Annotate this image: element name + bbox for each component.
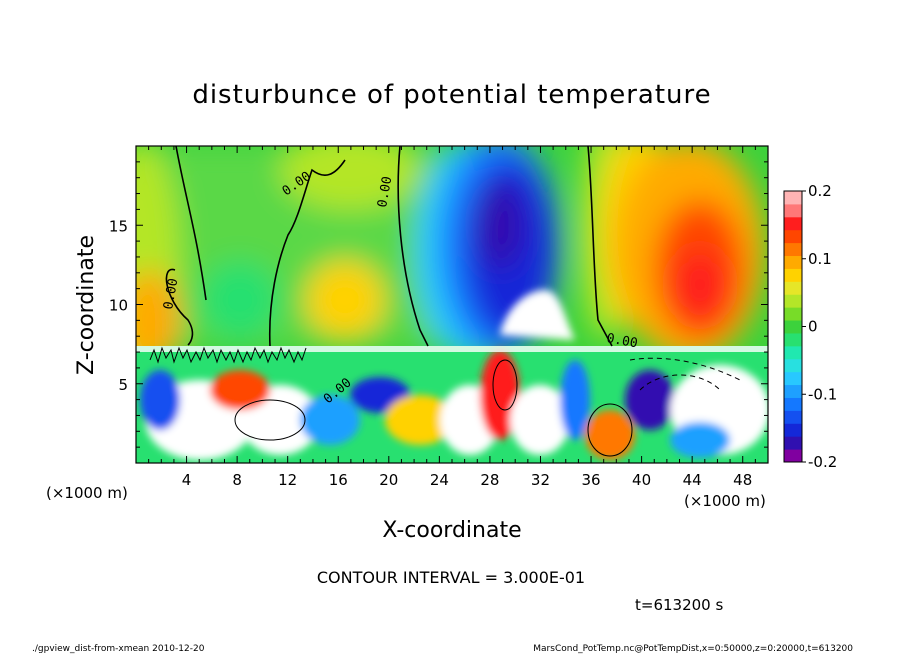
colorbar-swatch <box>784 216 802 231</box>
z-axis-label: Z-coordinate <box>74 235 99 375</box>
x-tick-label: 12 <box>278 471 297 489</box>
z-tick-label: 15 <box>109 217 128 235</box>
colorbar-swatch <box>784 281 802 295</box>
x-tick-label: 48 <box>733 471 752 489</box>
contour-label: 0.00 <box>375 175 395 208</box>
colorbar-tick-label: 0 <box>808 318 818 336</box>
z-tick-label: 5 <box>118 376 128 394</box>
contour-interval: CONTOUR INTERVAL = 3.000E-01 <box>317 568 585 587</box>
x-axis-unit: (×1000 m) <box>46 484 128 502</box>
x-tick-label: 40 <box>632 471 651 489</box>
x-tick-label: 16 <box>329 471 348 489</box>
colorbar-tick-label: -0.1 <box>808 385 837 403</box>
colorbar-tick-label: 0.1 <box>808 250 832 268</box>
x-tick-label: 36 <box>581 471 600 489</box>
colorbar-swatch <box>784 332 802 347</box>
colorbar-swatch <box>784 397 802 411</box>
x-tick-label: 24 <box>430 471 449 489</box>
footer-left: ./gpview_dist-from-xmean 2010-12-20 <box>32 644 205 654</box>
colorbar-swatch <box>784 268 802 282</box>
colorbar-swatch <box>784 358 802 373</box>
x-tick-label: 20 <box>379 471 398 489</box>
x-tick-label: 44 <box>683 471 702 489</box>
x-tick-label: 32 <box>531 471 550 489</box>
colorbar-swatch <box>784 307 802 321</box>
colorbar-tick-label: -0.2 <box>808 453 837 471</box>
z-axis: 5 10 15 <box>109 161 768 448</box>
colorbar-swatch <box>784 423 802 437</box>
colorbar-swatch <box>784 203 802 218</box>
colorbar-swatch <box>784 449 802 463</box>
x-tick-label: 28 <box>480 471 499 489</box>
x-tick-label: 8 <box>232 471 242 489</box>
colorbar-swatch <box>784 345 802 360</box>
colorbar-swatch <box>784 294 802 308</box>
colorbar-swatch <box>784 371 802 386</box>
colorbar-swatch <box>784 410 802 424</box>
colorbar-tick-label: 0.2 <box>808 182 832 200</box>
colorbar-swatch <box>784 242 802 257</box>
chart-title: disturbunce of potential temperature <box>192 80 711 110</box>
colorbar: 0.2 0.1 0 -0.1 -0.2 <box>783 182 837 471</box>
contour-label: 0.00 <box>605 331 638 351</box>
colorbar-swatch <box>784 191 802 205</box>
x-axis-label: X-coordinate <box>382 518 521 543</box>
contour-label: 0.00 <box>161 277 181 310</box>
colorbar-swatch <box>784 229 802 244</box>
footer-right: MarsCond_PotTemp.nc@PotTempDist,x=0:5000… <box>533 644 853 654</box>
colorbar-swatch <box>784 255 802 269</box>
heatmap-field: 0.00 0.00 0.00 0.00 0.00 <box>136 146 768 463</box>
x-tick-label: 4 <box>182 471 192 489</box>
z-tick-label: 10 <box>109 297 128 315</box>
colorbar-swatch <box>784 320 802 334</box>
z-axis-unit: (×1000 m) <box>684 492 766 510</box>
x-axis: 4 8 12 16 20 24 28 32 36 40 44 48 <box>148 146 756 489</box>
colorbar-swatch <box>784 436 802 450</box>
time-stamp: t=613200 s <box>635 596 723 614</box>
colorbar-swatch <box>784 384 802 398</box>
